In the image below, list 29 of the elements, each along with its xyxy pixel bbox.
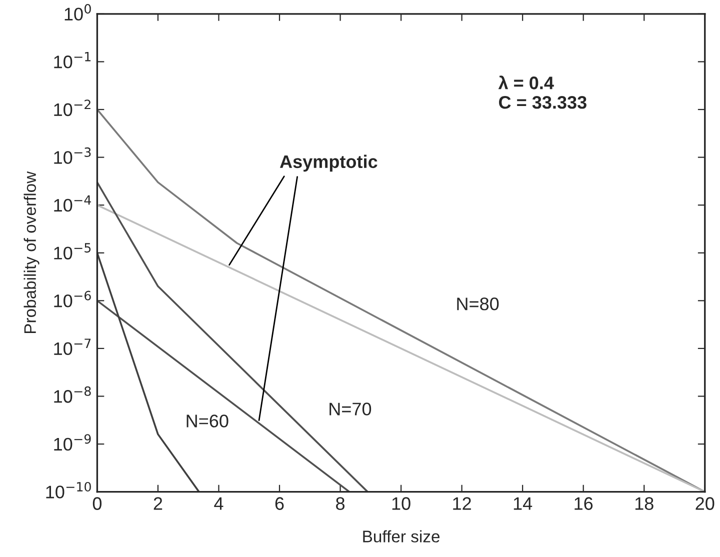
x-tick-label: 6 [275,497,284,510]
y-axis-title: Probability of overflow [24,171,40,334]
y-tick-label: 10$^{−4}$ [54,195,91,212]
x-tick-label: 18 [635,497,654,510]
annotation: N=60 [186,414,228,428]
y-tick-label: 10$^{−9}$ [54,434,91,451]
x-tick-label: 16 [574,497,593,510]
x-tick-label: 10 [392,497,410,510]
x-tick-label: 14 [514,497,532,510]
x-tick-label: 12 [453,497,471,510]
y-tick-label: 10$^{−3}$ [54,147,91,164]
y-tick-label: 10$^{0}$ [64,4,91,21]
annotation: λ = 0.4 C = 33.333 [498,76,586,109]
x-tick-label: 0 [92,497,102,510]
y-tick-label: 10$^{−2}$ [54,100,90,116]
y-tick-label: 10$^{−1}$ [54,52,91,68]
y-tick-label: 10$^{−6}$ [54,290,91,308]
y-tick-label: 10$^{−7}$ [54,338,91,356]
annotation: Asymptotic [280,154,378,172]
y-tick-label: 10$^{−8}$ [54,386,91,403]
x-tick-label: 8 [336,497,345,510]
x-axis-title: Buffer size [363,530,440,542]
y-tick-label: 10$^{−10}$ [46,482,91,498]
x-tick-label: 4 [214,497,224,510]
x-tick-label: 20 [696,497,714,510]
y-tick-label: 10$^{−5}$ [54,243,91,260]
annotation: N=80 [457,298,499,310]
annotation: N=70 [330,402,372,416]
x-tick-label: 2 [154,497,162,510]
